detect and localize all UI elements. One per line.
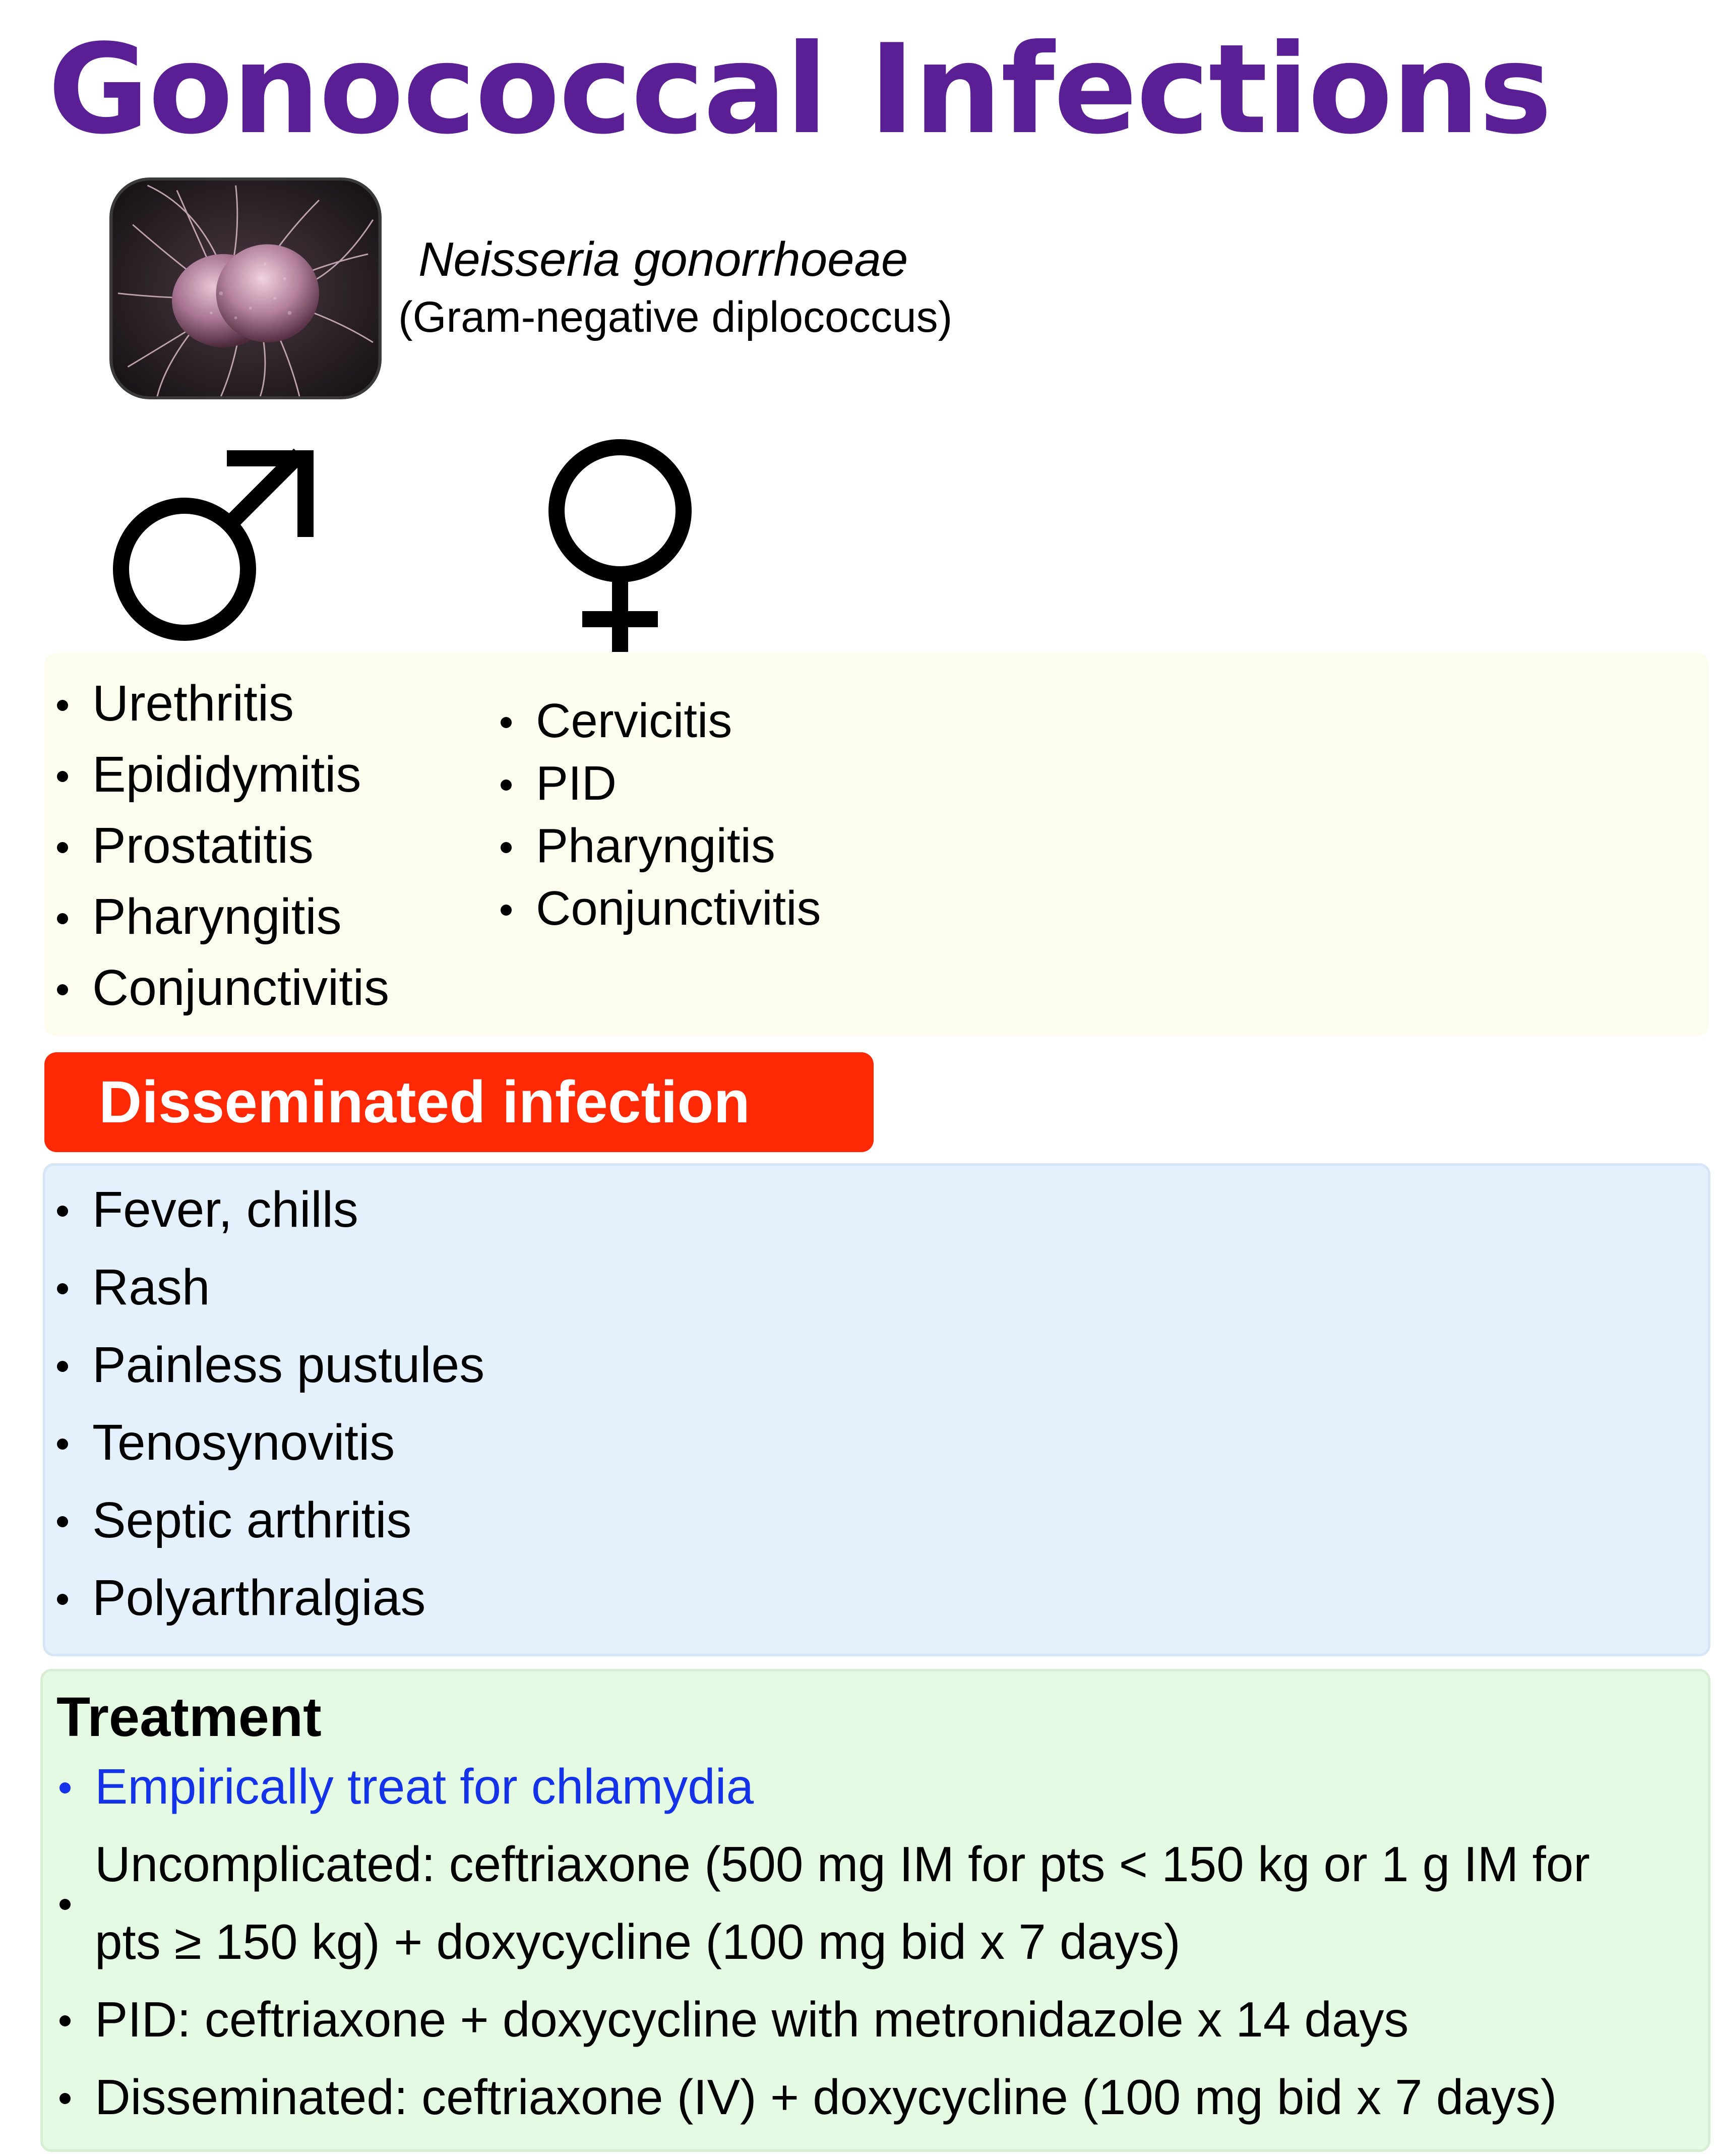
list-item: Polyarthralgias	[56, 1559, 484, 1637]
list-item-line: pts ≥ 150 kg) + doxycycline (100 mg bid …	[95, 1914, 1181, 1969]
male-symbol-icon	[110, 441, 322, 653]
list-item: Conjunctivitis	[56, 952, 389, 1024]
list-item: Pharyngitis	[56, 881, 389, 952]
list-item: Rash	[56, 1248, 484, 1326]
disseminated-symptoms-list: Fever, chills Rash Painless pustules Ten…	[56, 1171, 484, 1637]
list-item: Empirically treat for chlamydia	[59, 1748, 1590, 1825]
list-item-line: Uncomplicated: ceftriaxone (500 mg IM fo…	[95, 1836, 1590, 1892]
list-item: Septic arthritis	[56, 1481, 484, 1559]
organism-name: Neisseria gonorrhoeae	[418, 232, 908, 286]
treatment-list: Empirically treat for chlamydia Uncompli…	[59, 1748, 1590, 2136]
list-item: Prostatitis	[56, 810, 389, 881]
list-item: Pharyngitis	[501, 815, 821, 877]
list-item: PID	[501, 752, 821, 815]
list-item: Disseminated: ceftriaxone (IV) + doxycyc…	[59, 2058, 1590, 2136]
treatment-panel	[40, 1669, 1710, 2152]
disseminated-infection-heading: Disseminated infection	[44, 1052, 874, 1152]
list-item: PID: ceftriaxone + doxycycline with metr…	[59, 1981, 1590, 2058]
list-item: Urethritis	[56, 668, 389, 739]
bacteria-image	[109, 177, 382, 399]
female-symbol-icon	[539, 433, 701, 654]
male-manifestations-list: Urethritis Epididymitis Prostatitis Phar…	[56, 668, 389, 1024]
list-item: Uncomplicated: ceftriaxone (500 mg IM fo…	[59, 1825, 1590, 1981]
treatment-heading: Treatment	[56, 1686, 322, 1748]
genital-manifestations-panel	[44, 653, 1709, 1036]
list-item: Conjunctivitis	[501, 877, 821, 940]
list-item: Tenosynovitis	[56, 1404, 484, 1481]
female-manifestations-list: Cervicitis PID Pharyngitis Conjunctiviti…	[501, 690, 821, 940]
list-item: Painless pustules	[56, 1326, 484, 1404]
page-title: Gonococcal Infections	[48, 18, 1552, 161]
list-item: Epididymitis	[56, 739, 389, 810]
list-item: Cervicitis	[501, 690, 821, 752]
list-item: Fever, chills	[56, 1171, 484, 1248]
disseminated-panel	[43, 1163, 1710, 1656]
organism-description: (Gram-negative diplococcus)	[398, 293, 953, 341]
